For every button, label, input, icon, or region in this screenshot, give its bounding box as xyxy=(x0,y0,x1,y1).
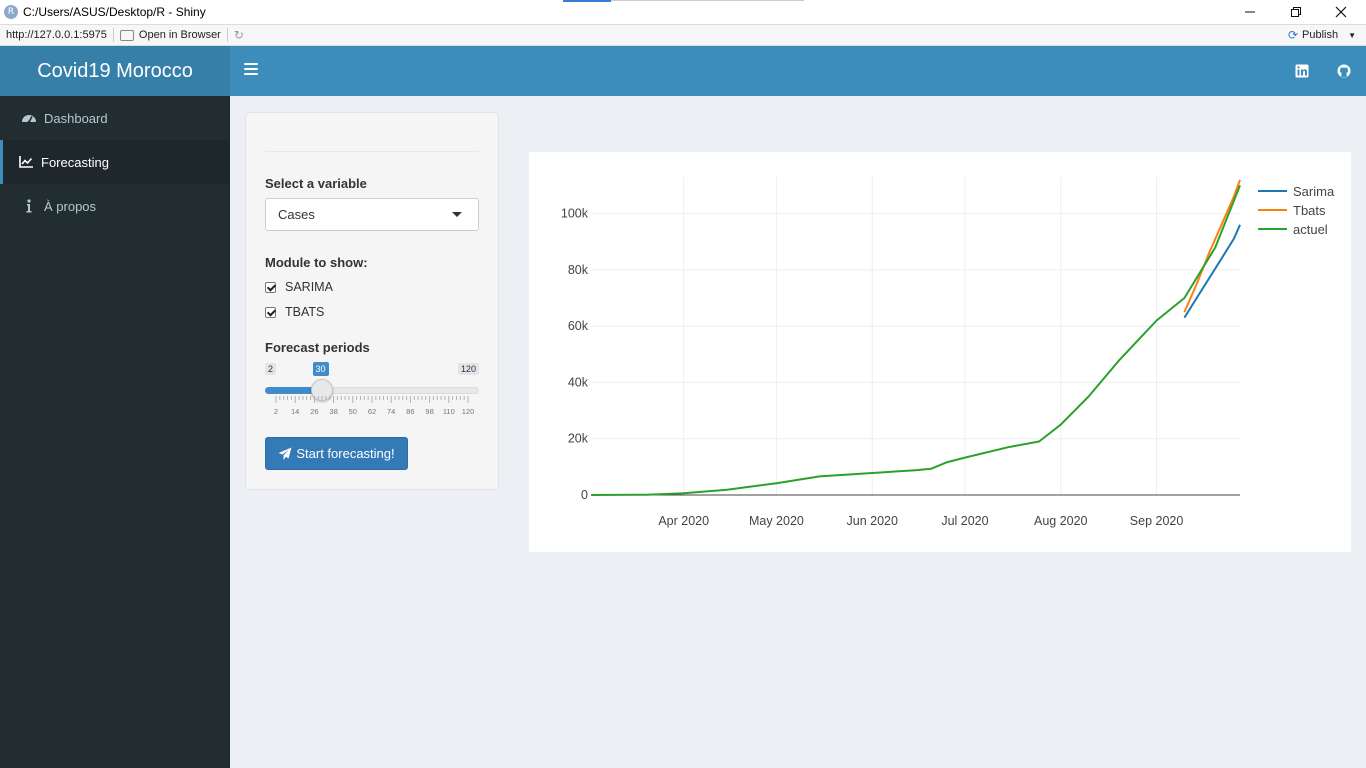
slider-tick-label: 110 xyxy=(442,407,455,416)
open-in-browser-button[interactable]: Open in Browser xyxy=(138,29,221,41)
slider-tick-label: 2 xyxy=(273,407,279,416)
start-forecasting-button[interactable]: Start forecasting! xyxy=(265,437,408,470)
y-tick-label: 60k xyxy=(568,319,589,333)
slider-max: 120 xyxy=(458,363,480,375)
x-tick-label: Jun 2020 xyxy=(847,514,898,528)
brand-logo[interactable]: Covid19 Morocco xyxy=(0,46,230,96)
slider-tick-label: 86 xyxy=(406,407,415,416)
legend-entry[interactable]: actuel xyxy=(1293,222,1328,237)
url-display[interactable]: http://127.0.0.1:5975 xyxy=(6,29,107,41)
close-button[interactable] xyxy=(1318,0,1364,24)
publish-icon: ⟳ xyxy=(1287,28,1298,42)
caret-down-icon xyxy=(452,212,462,217)
periods-slider-handle[interactable] xyxy=(310,379,333,401)
periods-label: Forecast periods xyxy=(265,340,370,355)
sarima-checkbox[interactable] xyxy=(265,281,276,293)
slider-tick-label: 74 xyxy=(387,407,396,416)
slider-tick-marks xyxy=(275,396,469,403)
window-title: C:/Users/ASUS/Desktop/R - Shiny xyxy=(23,5,206,19)
x-tick-label: Sep 2020 xyxy=(1130,514,1184,528)
tab-indicator-track xyxy=(611,0,804,1)
open-in-browser-icon xyxy=(119,29,134,41)
info-icon xyxy=(26,199,32,213)
y-tick-label: 20k xyxy=(568,432,589,446)
sidebar-item-dashboard[interactable]: Dashboard xyxy=(0,96,230,140)
minimize-icon xyxy=(1245,11,1255,13)
restore-button[interactable] xyxy=(1273,0,1319,24)
close-icon xyxy=(1335,6,1347,18)
legend-entry[interactable]: Tbats xyxy=(1293,203,1326,218)
slider-tick-label: 50 xyxy=(348,407,357,416)
y-tick-label: 40k xyxy=(568,375,589,389)
variable-select-value: Cases xyxy=(278,207,315,222)
slider-tick-labels: 2 14 26 38 50 62 74 86 98 110 120 xyxy=(246,407,500,419)
x-tick-label: May 2020 xyxy=(749,514,804,528)
series-line-tbats[interactable] xyxy=(1183,179,1241,313)
start-forecasting-label: Start forecasting! xyxy=(296,446,395,461)
sidebar-item-label: Dashboard xyxy=(44,110,108,126)
tbats-checkbox-row[interactable]: TBATS xyxy=(265,305,324,319)
publish-label: Publish xyxy=(1302,29,1339,41)
panel-divider xyxy=(265,151,479,152)
slider-value: 30 xyxy=(312,362,329,376)
r-app-icon: R xyxy=(4,5,18,19)
sarima-checkbox-label: SARIMA xyxy=(285,280,333,294)
slider-tick-label: 98 xyxy=(425,407,434,416)
series-line-actuel[interactable] xyxy=(590,185,1241,496)
sidebar-item-label: Forecasting xyxy=(41,154,109,170)
toolbar-separator xyxy=(112,28,114,42)
slider-tick-label: 38 xyxy=(329,407,338,416)
sidebar-item-forecasting[interactable]: Forecasting xyxy=(0,140,230,184)
tbats-checkbox[interactable] xyxy=(265,306,276,318)
refresh-icon[interactable]: ↻ xyxy=(233,28,244,42)
variable-label: Select a variable xyxy=(265,176,367,191)
minimize-button[interactable] xyxy=(1227,0,1273,24)
x-tick-label: Aug 2020 xyxy=(1034,514,1088,528)
publish-button[interactable]: ⟳ Publish ▼ xyxy=(1288,28,1356,42)
chevron-down-icon: ▼ xyxy=(1348,30,1356,40)
y-tick-label: 0 xyxy=(581,488,588,502)
viewer-toolbar: http://127.0.0.1:5975 Open in Browser ↻ … xyxy=(0,24,1366,46)
github-icon[interactable] xyxy=(1337,64,1351,78)
slider-tick-label: 62 xyxy=(367,407,377,416)
periods-slider-fill xyxy=(265,387,322,394)
slider-tick-label: 26 xyxy=(310,407,319,416)
sarima-checkbox-row[interactable]: SARIMA xyxy=(265,280,333,294)
paper-plane-icon xyxy=(278,447,292,460)
legend-entry[interactable]: Sarima xyxy=(1293,184,1335,199)
line-chart-icon xyxy=(19,156,33,168)
sidebar-item-label: À propos xyxy=(44,198,97,214)
tachometer-icon xyxy=(22,115,36,124)
app-header: Covid19 Morocco xyxy=(0,46,1366,96)
slider-tick-label: 120 xyxy=(461,407,475,416)
module-label: Module to show: xyxy=(265,255,368,270)
x-tick-label: Jul 2020 xyxy=(941,514,988,528)
series-line-sarima[interactable] xyxy=(1183,224,1241,319)
slider-tick-label: 14 xyxy=(291,407,300,416)
window-titlebar: R C:/Users/ASUS/Desktop/R - Shiny xyxy=(0,0,1366,24)
sidebar-toggle-icon[interactable] xyxy=(244,63,258,77)
sidebar-item-a-propos[interactable]: À propos xyxy=(0,184,230,228)
restore-icon xyxy=(1291,7,1301,17)
forecast-chart[interactable]: 0 20k 40k 60k 80k 100k Apr 2020 May 2020 Jun 202… xyxy=(529,152,1351,552)
tbats-checkbox-label: TBATS xyxy=(285,305,325,319)
forecast-inputs-panel: Select a variable Cases Module to show: … xyxy=(245,112,499,490)
linkedin-icon[interactable] xyxy=(1295,64,1309,78)
forecast-chart-svg: 0 20k 40k 60k 80k 100k Apr 2020 May 2020 Jun 202… xyxy=(561,177,1335,528)
variable-select[interactable]: Cases xyxy=(265,198,479,231)
y-tick-label: 100k xyxy=(561,207,589,221)
toolbar-separator xyxy=(226,28,228,42)
tab-indicator xyxy=(563,0,611,2)
y-tick-label: 80k xyxy=(568,263,589,277)
sidebar: Dashboard Forecasting À propos xyxy=(0,96,230,768)
x-tick-label: Apr 2020 xyxy=(658,514,709,528)
slider-min: 2 xyxy=(265,363,277,375)
